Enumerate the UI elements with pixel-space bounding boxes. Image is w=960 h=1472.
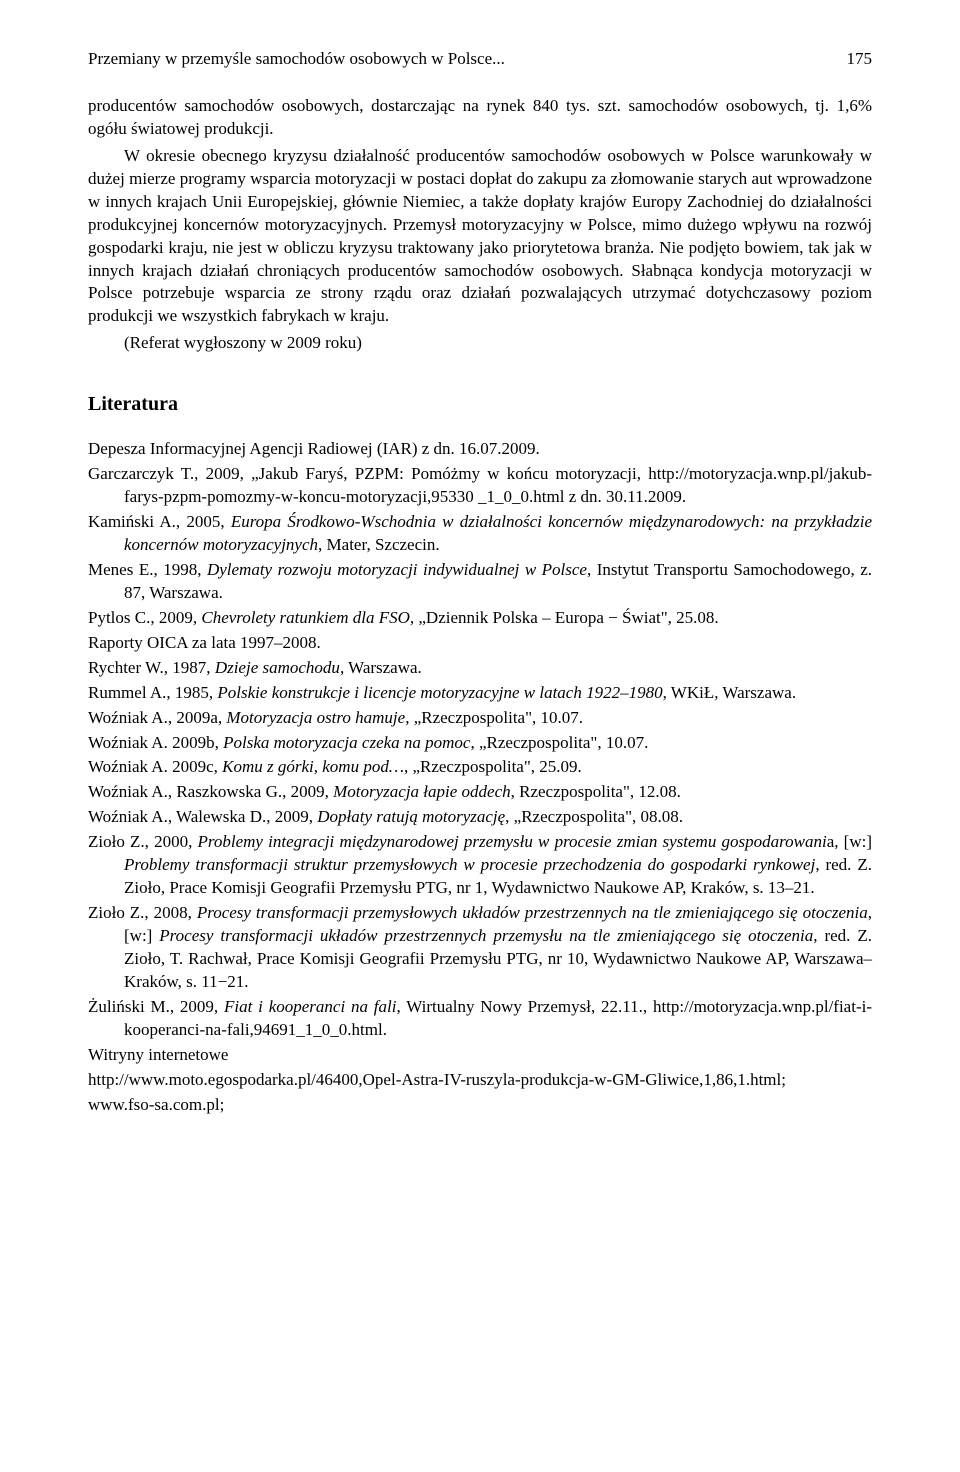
running-header: Przemiany w przemyśle samochodów osobowy… (88, 48, 872, 71)
header-title: Przemiany w przemyśle samochodów osobowy… (88, 48, 505, 71)
section-literature-title: Literatura (88, 391, 872, 418)
reference-item: Kamiński A., 2005, Europa Środkowo-Wscho… (88, 511, 872, 557)
reference-item: Menes E., 1998, Dylematy rozwoju motoryz… (88, 559, 872, 605)
reference-item: Depesza Informacyjnej Agencji Radiowej (… (88, 438, 872, 461)
reference-item: Woźniak A. 2009b, Polska motoryzacja cze… (88, 732, 872, 755)
reference-item: Woźniak A. 2009c, Komu z górki, komu pod… (88, 756, 872, 779)
paragraph-note: (Referat wygłoszony w 2009 roku) (88, 332, 872, 355)
reference-item: Pytlos C., 2009, Chevrolety ratunkiem dl… (88, 607, 872, 630)
reference-item: Woźniak A., Raszkowska G., 2009, Motoryz… (88, 781, 872, 804)
reference-item: Żuliński M., 2009, Fiat i kooperanci na … (88, 996, 872, 1042)
reference-item: Raporty OICA za lata 1997–2008. (88, 632, 872, 655)
reference-item: Witryny internetowe (88, 1044, 872, 1067)
reference-item: Rummel A., 1985, Polskie konstrukcje i l… (88, 682, 872, 705)
paragraph-main: W okresie obecnego kryzysu działalność p… (88, 145, 872, 329)
paragraph-continuation: producentów samochodów osobowych, dostar… (88, 95, 872, 141)
page-number: 175 (847, 48, 873, 71)
reference-item: www.fso-sa.com.pl; (88, 1094, 872, 1117)
reference-item: Zioło Z., 2000, Problemy integracji międ… (88, 831, 872, 900)
reference-item: Rychter W., 1987, Dzieje samochodu, Wars… (88, 657, 872, 680)
reference-item: Woźniak A., 2009a, Motoryzacja ostro ham… (88, 707, 872, 730)
reference-item: http://www.moto.egospodarka.pl/46400,Ope… (88, 1069, 872, 1092)
reference-item: Garczarczyk T., 2009, „Jakub Faryś, PZPM… (88, 463, 872, 509)
reference-item: Woźniak A., Walewska D., 2009, Dopłaty r… (88, 806, 872, 829)
reference-item: Zioło Z., 2008, Procesy transformacji pr… (88, 902, 872, 994)
